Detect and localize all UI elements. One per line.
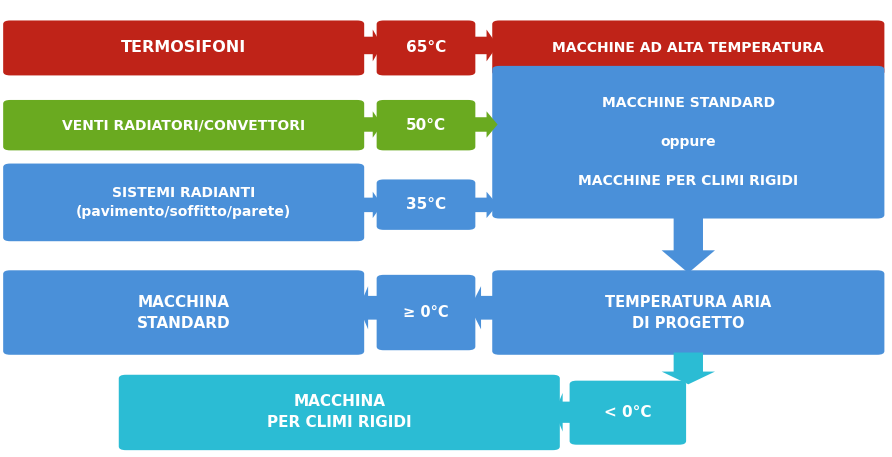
FancyBboxPatch shape: [4, 164, 364, 241]
Text: TEMPERATURA ARIA
DI PROGETTO: TEMPERATURA ARIA DI PROGETTO: [605, 294, 772, 330]
Text: 65°C: 65°C: [406, 41, 446, 55]
FancyBboxPatch shape: [492, 270, 884, 355]
FancyBboxPatch shape: [4, 270, 364, 355]
Text: MACCHINA
PER CLIMI RIGIDI: MACCHINA PER CLIMI RIGIDI: [267, 394, 411, 430]
Text: ≥ 0°C: ≥ 0°C: [403, 305, 449, 320]
Text: MACCHINE STANDARD

oppure

MACCHINE PER CLIMI RIGIDI: MACCHINE STANDARD oppure MACCHINE PER CL…: [578, 96, 798, 188]
Polygon shape: [662, 352, 715, 384]
Text: TERMOSIFONI: TERMOSIFONI: [121, 41, 246, 55]
FancyBboxPatch shape: [376, 275, 475, 350]
Polygon shape: [359, 30, 382, 61]
FancyBboxPatch shape: [376, 21, 475, 75]
FancyBboxPatch shape: [376, 100, 475, 150]
FancyBboxPatch shape: [4, 100, 364, 150]
FancyBboxPatch shape: [119, 375, 560, 450]
Text: VENTI RADIATORI/CONVETTORI: VENTI RADIATORI/CONVETTORI: [62, 118, 305, 132]
FancyBboxPatch shape: [570, 381, 686, 445]
Polygon shape: [662, 216, 715, 273]
Polygon shape: [359, 191, 382, 218]
FancyBboxPatch shape: [492, 21, 884, 75]
Polygon shape: [470, 112, 498, 138]
Text: 35°C: 35°C: [406, 197, 446, 212]
Polygon shape: [470, 286, 498, 329]
Polygon shape: [470, 30, 498, 61]
Text: 50°C: 50°C: [406, 117, 446, 133]
FancyBboxPatch shape: [4, 21, 364, 75]
FancyBboxPatch shape: [492, 66, 884, 218]
Text: MACCHINA
STANDARD: MACCHINA STANDARD: [136, 294, 230, 330]
Polygon shape: [555, 393, 575, 431]
Text: SISTEMI RADIANTI
(pavimento/soffitto/parete): SISTEMI RADIANTI (pavimento/soffitto/par…: [76, 186, 292, 219]
Text: < 0°C: < 0°C: [604, 405, 651, 420]
Polygon shape: [359, 286, 382, 329]
Text: MACCHINE AD ALTA TEMPERATURA: MACCHINE AD ALTA TEMPERATURA: [552, 41, 824, 55]
Polygon shape: [359, 112, 382, 138]
Polygon shape: [470, 191, 498, 218]
FancyBboxPatch shape: [376, 180, 475, 230]
